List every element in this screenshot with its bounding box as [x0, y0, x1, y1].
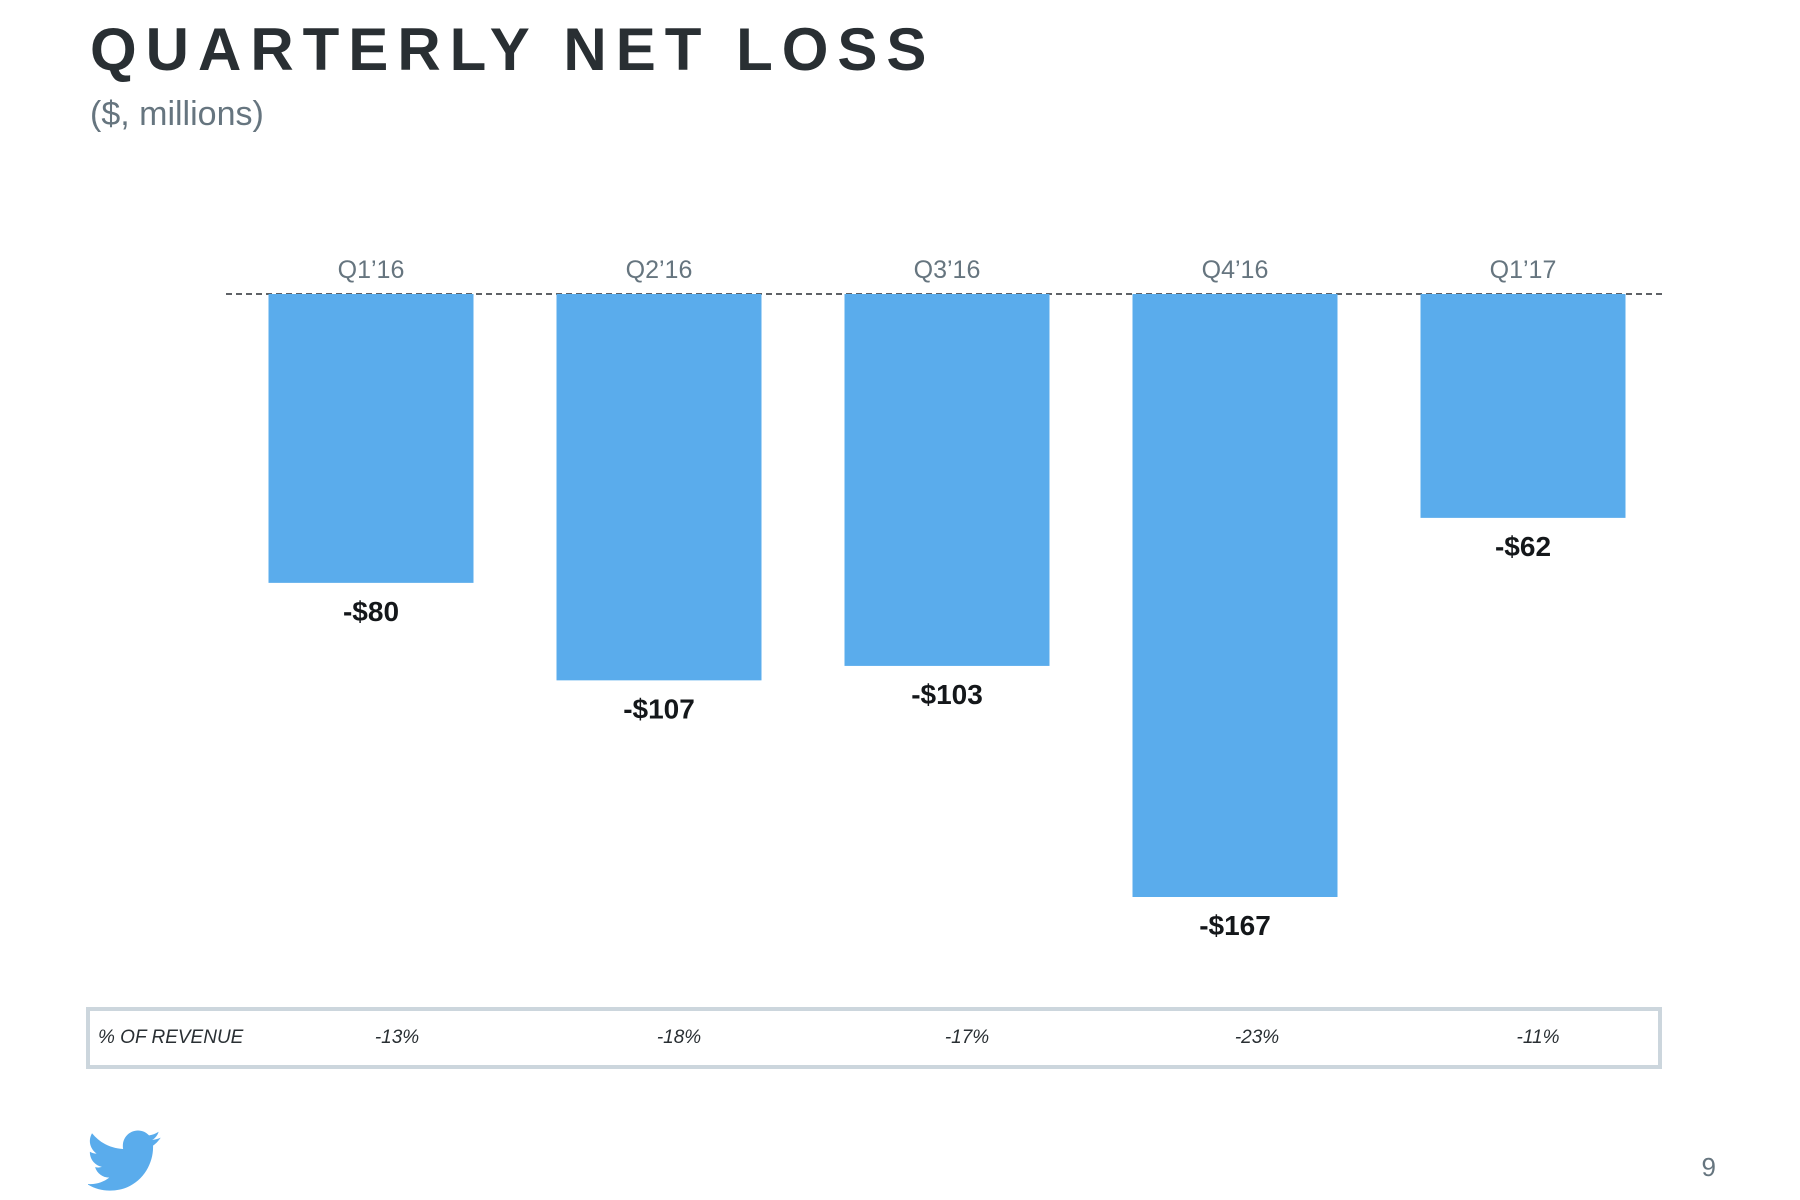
page-subtitle: ($, millions)	[90, 95, 264, 133]
percent-of-revenue-label: % OF REVENUE	[98, 1027, 244, 1048]
percent-of-revenue-table: % OF REVENUE -13% -18% -17% -23% -11%	[86, 1007, 1662, 1069]
bar-3	[1132, 294, 1338, 897]
value-label-4: -$62	[1495, 531, 1551, 562]
percent-of-revenue-q1-17: -11%	[1516, 1027, 1560, 1048]
value-label-2: -$103	[911, 679, 983, 710]
bar-4	[1420, 294, 1626, 518]
twitter-bird-icon	[88, 1130, 161, 1191]
value-label-0: -$80	[343, 596, 399, 627]
value-label-3: -$167	[1199, 910, 1271, 941]
percent-of-revenue-q4-16: -23%	[1234, 1027, 1280, 1048]
category-label-2: Q3’16	[914, 256, 981, 284]
percent-of-revenue-q3-16: -17%	[944, 1027, 990, 1048]
percent-of-revenue-q2-16: -18%	[656, 1027, 702, 1048]
percent-of-revenue-q1-16: -13%	[374, 1027, 420, 1048]
net-loss-bar-chart: Q1’16 -$80 Q2’16 -$107 Q3’16 -$103 Q4’16 -$167 Q…	[226, 256, 1666, 941]
value-label-1: -$107	[623, 693, 695, 724]
category-label-0: Q1’16	[338, 256, 405, 284]
bar-1	[556, 294, 762, 681]
page-title: QUARTERLY NET LOSS	[90, 16, 936, 83]
category-label-1: Q2’16	[626, 256, 693, 284]
category-label-4: Q1’17	[1490, 256, 1557, 284]
bar-0	[268, 294, 474, 583]
page-number: 9	[1701, 1152, 1716, 1182]
category-label-3: Q4’16	[1202, 256, 1269, 284]
bar-2	[844, 294, 1050, 666]
